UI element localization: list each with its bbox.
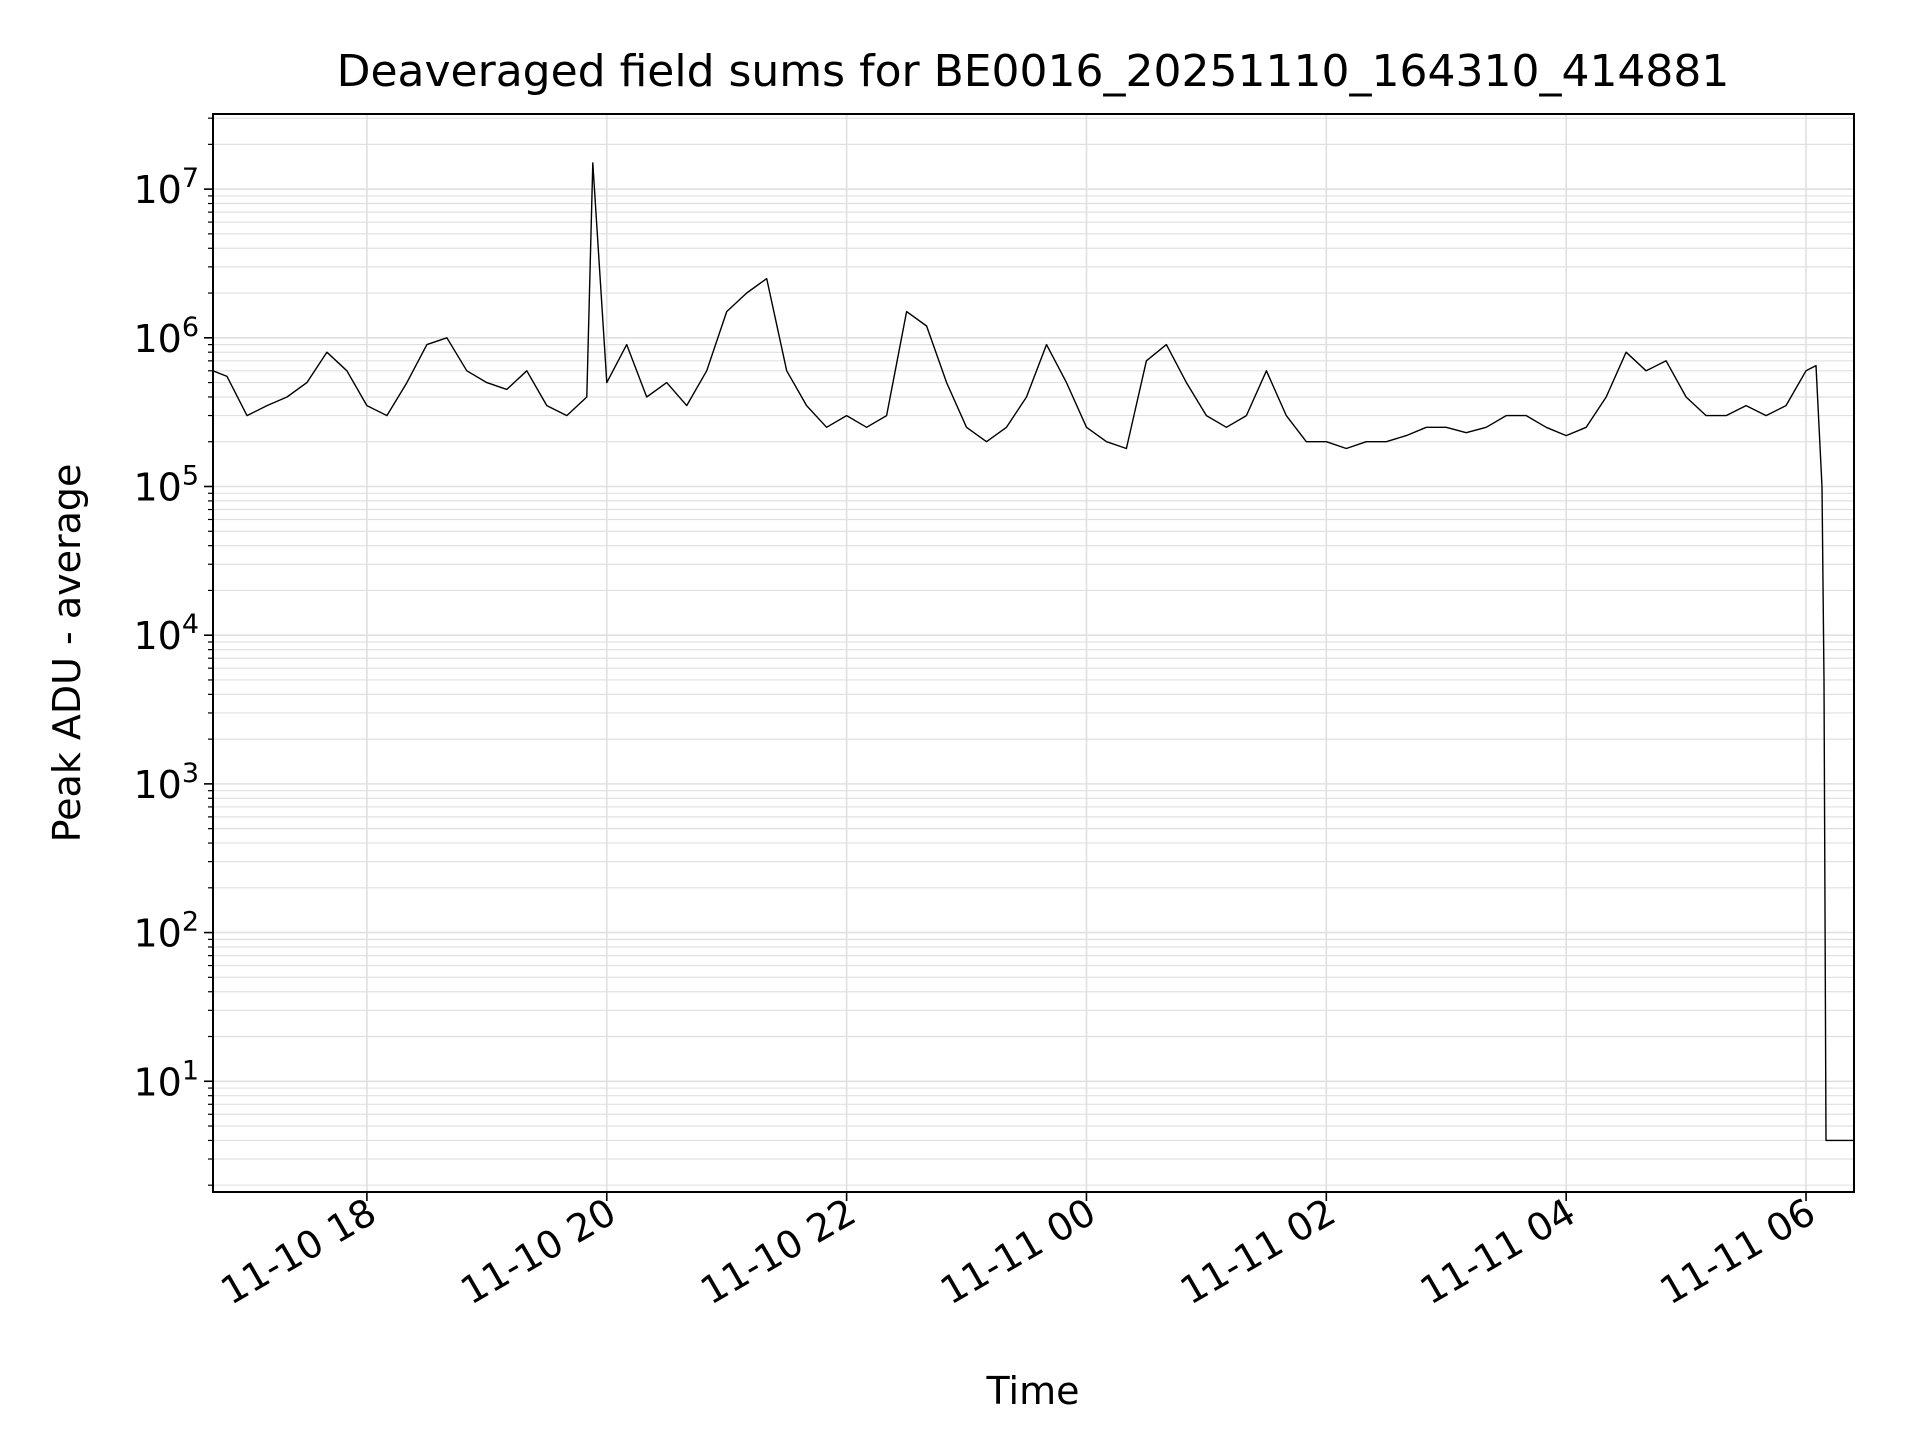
- x-tick-label: 11-10 20: [453, 1190, 623, 1314]
- x-tick-label: 11-11 02: [1173, 1190, 1343, 1314]
- y-tick-label: 105: [133, 460, 199, 509]
- plot-frame: [212, 113, 1855, 1193]
- series-line: [212, 162, 1854, 1142]
- x-tick-label: 11-10 18: [213, 1190, 383, 1314]
- x-axis-label: Time: [986, 1369, 1080, 1413]
- x-tick-label: 11-10 22: [693, 1190, 863, 1314]
- x-tick-label: 11-11 04: [1413, 1190, 1583, 1314]
- y-tick-label: 106: [133, 312, 199, 361]
- x-tick-label: 11-11 06: [1653, 1190, 1823, 1314]
- y-tick-label: 102: [133, 907, 199, 956]
- y-axis-label: Peak ADU - average: [45, 464, 89, 843]
- grid-layer: [213, 114, 1854, 1192]
- y-axis: 101 102 103 104 105 106 107: [133, 117, 213, 1186]
- chart-title: Deaveraged field sums for BE0016_2025111…: [337, 46, 1730, 97]
- y-tick-label: 103: [133, 758, 199, 807]
- x-tick-label: 11-11 00: [933, 1190, 1103, 1314]
- y-tick-label: 107: [133, 163, 199, 212]
- y-tick-label: 101: [133, 1055, 199, 1104]
- y-tick-label: 104: [133, 609, 199, 658]
- x-axis: 11-10 18 11-10 20 11-10 22 11-11 00 11-11 02…: [213, 1190, 1822, 1314]
